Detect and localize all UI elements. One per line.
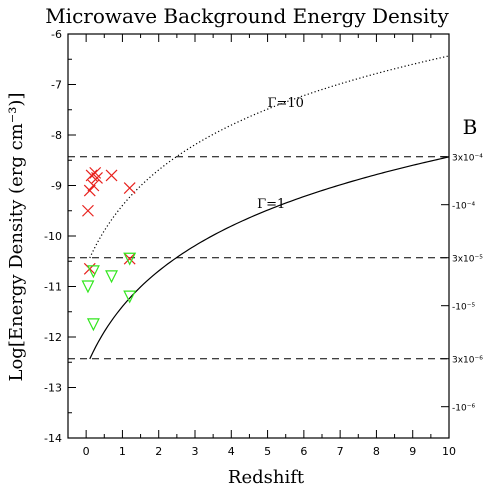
right-axis-label: 3x10⁻⁶ (452, 356, 483, 366)
x-marker-point (123, 182, 136, 194)
x-marker-point (123, 252, 136, 265)
x-tick-label: 6 (300, 445, 307, 458)
chart-title: Microwave Background Energy Density (45, 4, 449, 28)
y-tick-label: -10 (44, 230, 62, 243)
x-tick-label: 0 (83, 445, 90, 458)
gamma-10-curve (89, 55, 450, 259)
curve-label: Γ=1 (257, 197, 285, 212)
right-axis-label: -10⁻⁶ (452, 404, 475, 414)
x-tick-label: 7 (337, 445, 344, 458)
x-marker-point (87, 179, 100, 192)
triangle-marker-point (123, 252, 137, 266)
triangle-marker-point (123, 290, 137, 304)
y-tick-label: -9 (51, 180, 62, 193)
x-marker-point (105, 169, 118, 182)
y-tick-label: -14 (44, 432, 62, 445)
y-tick-label: -6 (51, 28, 62, 41)
x-tick-label: 2 (155, 445, 162, 458)
right-axis-label: 3x10⁻⁵ (452, 255, 483, 265)
x-tick-label: 3 (192, 445, 199, 458)
x-tick-label: 1 (119, 445, 126, 458)
curve-label: Γ=10 (267, 96, 303, 111)
y-tick-label: -12 (44, 331, 62, 344)
triangle-marker-point (81, 280, 95, 294)
x-tick-label: 5 (264, 445, 271, 458)
x-axis-label: Redshift (228, 467, 305, 487)
right-axis-title: B (463, 115, 478, 139)
triangle-marker-point (86, 318, 100, 332)
gamma-1-curve (89, 156, 450, 360)
y-tick-label: -7 (51, 79, 62, 92)
y-tick-label: -8 (51, 129, 62, 142)
plot-layer: 0 1 2 3 4 5 6 7 8 9 10 -14 -13 -12 -11 -10 -9 -8 -7 -6 3x10⁻… (44, 28, 483, 458)
right-axis-label: -10⁻⁵ (452, 303, 475, 313)
x-tick-label: 9 (409, 445, 416, 458)
x-tick-label: 4 (228, 445, 235, 458)
x-marker-point (91, 172, 103, 184)
y-tick-label: -13 (44, 382, 62, 395)
x-marker-point (82, 204, 94, 217)
x-marker-point (83, 184, 96, 197)
triangle-marker-point (105, 270, 119, 284)
right-axis-label: 3x10⁻⁴ (452, 154, 483, 164)
y-tick-label: -11 (44, 281, 62, 294)
plot-frame (67, 33, 450, 439)
triangle-marker-point (86, 265, 100, 279)
x-tick-label: 10 (442, 445, 456, 458)
x-tick-label: 8 (373, 445, 380, 458)
y-axis-label: Log[Energy Density (erg cm⁻³)] (6, 93, 27, 382)
right-axis-label: -10⁻⁴ (452, 202, 475, 212)
